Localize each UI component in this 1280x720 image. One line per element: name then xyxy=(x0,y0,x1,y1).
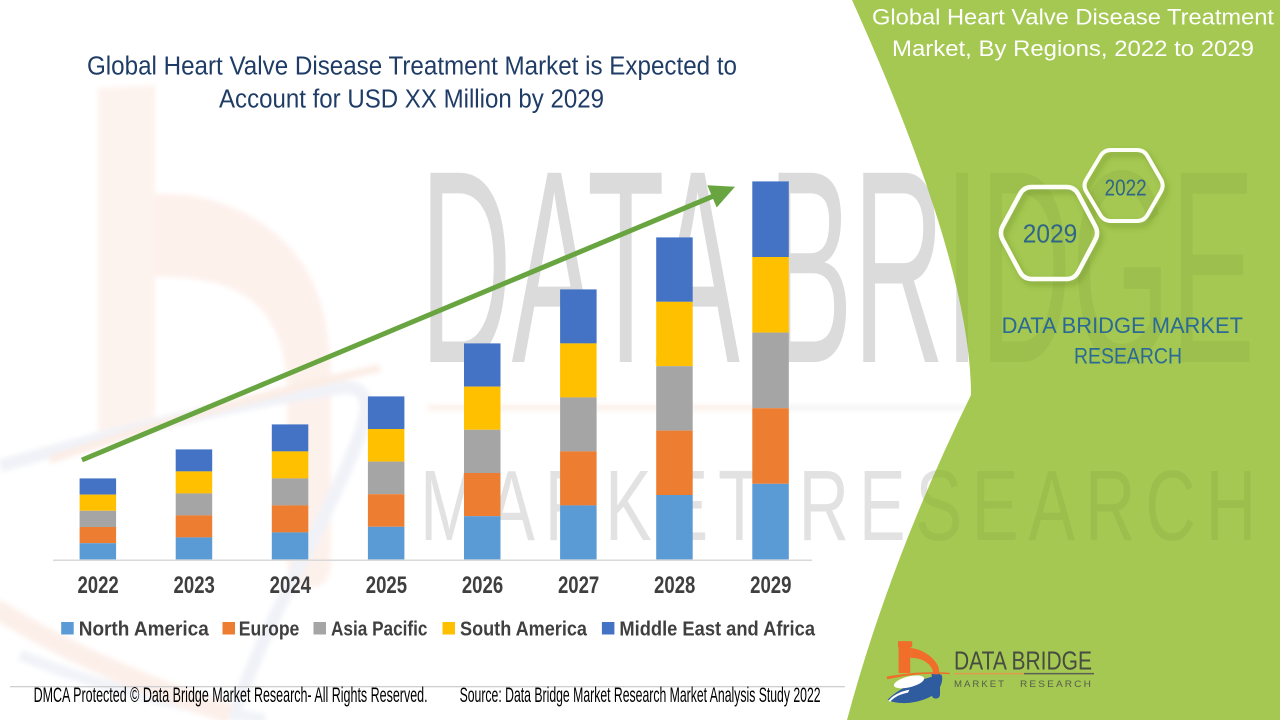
svg-text:RESEARCH: RESEARCH xyxy=(1020,679,1093,690)
svg-text:MARKET: MARKET xyxy=(954,679,1006,690)
svg-text:Europe: Europe xyxy=(239,619,300,641)
svg-text:2027: 2027 xyxy=(558,572,599,599)
svg-text:Source: Data Bridge Market Res: Source: Data Bridge Market Research Mark… xyxy=(460,684,821,707)
svg-text:Global Heart Valve Disease Tre: Global Heart Valve Disease Treatment xyxy=(872,5,1275,30)
svg-text:2028: 2028 xyxy=(654,572,695,599)
svg-text:RESEARCH: RESEARCH xyxy=(1074,343,1182,368)
svg-text:North America: North America xyxy=(79,619,210,641)
svg-text:2023: 2023 xyxy=(174,572,215,599)
svg-text:2022: 2022 xyxy=(1105,174,1147,200)
svg-text:2026: 2026 xyxy=(462,572,503,599)
svg-text:Global Heart Valve Disease Tre: Global Heart Valve Disease Treatment Mar… xyxy=(87,53,737,81)
svg-text:Market, By Regions, 2022 to 20: Market, By Regions, 2022 to 2029 xyxy=(892,36,1254,61)
svg-text:Asia Pacific: Asia Pacific xyxy=(331,619,428,641)
svg-text:DATA BRIDGE MARKET: DATA BRIDGE MARKET xyxy=(1002,313,1243,338)
svg-text:Account for USD XX Million by: Account for USD XX Million by 2029 xyxy=(219,86,604,114)
svg-text:Middle East and Africa: Middle East and Africa xyxy=(619,619,815,641)
svg-text:2024: 2024 xyxy=(270,572,312,599)
svg-text:DMCA Protected © Data Bridge M: DMCA Protected © Data Bridge Market Rese… xyxy=(34,684,428,707)
svg-text:2029: 2029 xyxy=(750,572,791,599)
svg-text:DATA BRIDGE: DATA BRIDGE xyxy=(954,646,1092,676)
svg-text:2029: 2029 xyxy=(1023,219,1077,249)
svg-text:2022: 2022 xyxy=(77,572,118,599)
svg-text:South America: South America xyxy=(460,619,588,641)
svg-text:2025: 2025 xyxy=(366,572,407,599)
